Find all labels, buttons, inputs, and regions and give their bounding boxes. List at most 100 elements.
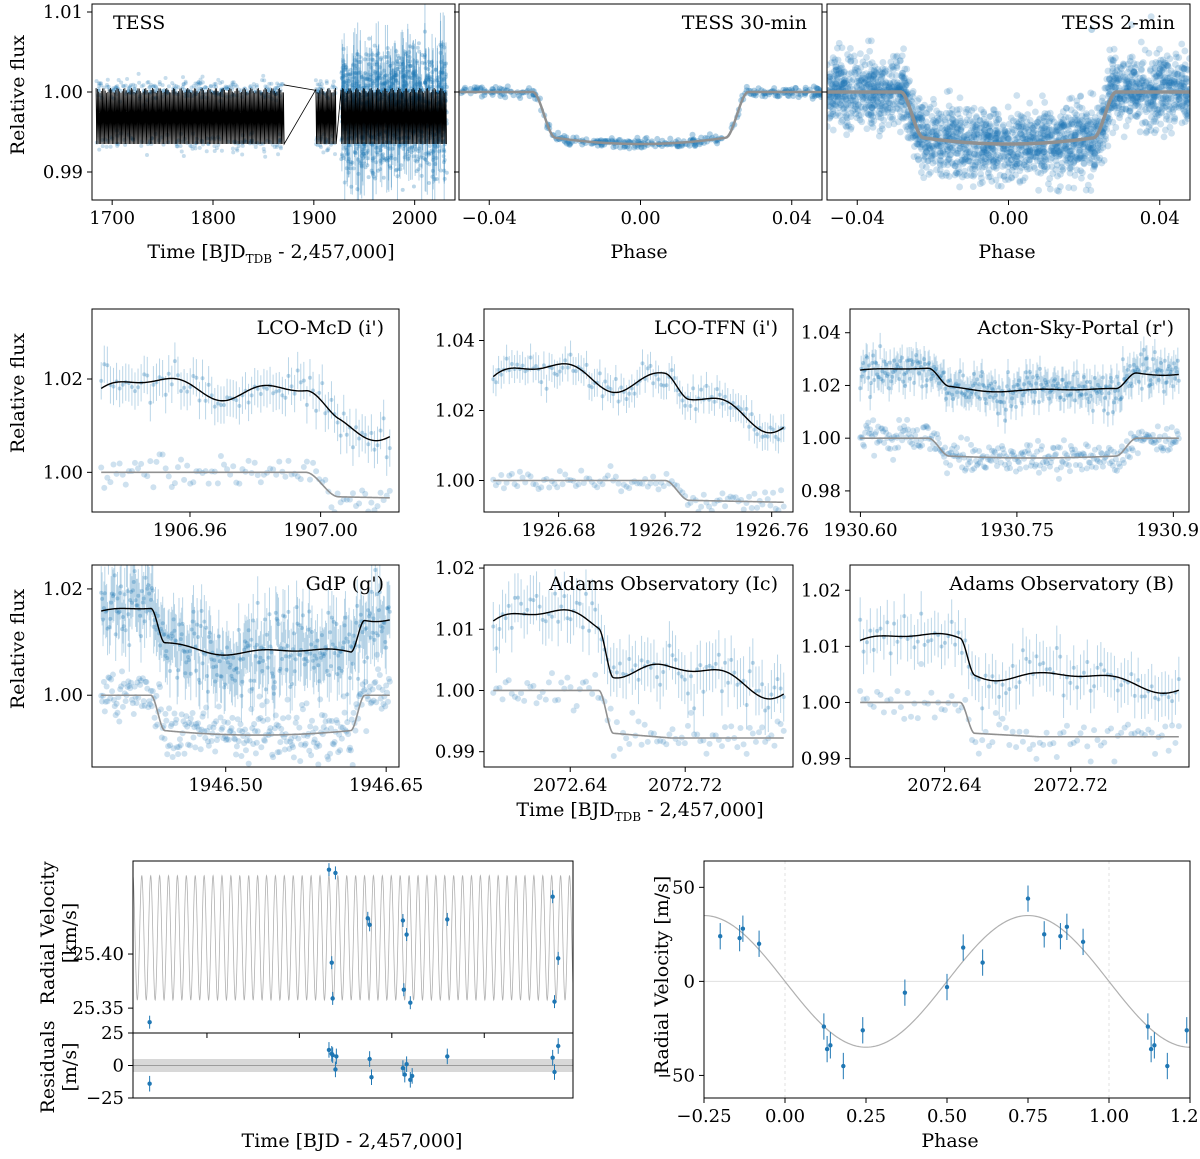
data-point [496, 85, 503, 92]
data-point [870, 67, 878, 75]
data-point [1180, 99, 1188, 106]
data-point [896, 82, 904, 90]
data-point [1047, 114, 1055, 122]
data-point [884, 99, 892, 106]
data-point [1053, 161, 1061, 169]
data-point [394, 70, 399, 75]
data-point [397, 143, 402, 148]
data-point [1156, 66, 1164, 73]
data-point [436, 149, 441, 154]
data-point [1011, 162, 1019, 170]
data-point [440, 66, 445, 71]
data-point [345, 151, 350, 156]
data-point [1168, 77, 1176, 84]
data-point [878, 125, 886, 133]
data-point [489, 91, 496, 98]
data-point [234, 146, 239, 151]
data-point [1142, 95, 1150, 103]
data-point [970, 150, 978, 158]
data-point [423, 78, 428, 83]
data-point [776, 92, 783, 99]
data-point [278, 144, 283, 149]
data-point [977, 154, 985, 161]
data-point [1020, 161, 1028, 169]
data-point [859, 74, 866, 82]
data-point [908, 98, 916, 106]
data-point [1157, 72, 1164, 80]
data-point [360, 151, 365, 156]
data-point [1142, 79, 1150, 87]
data-point [833, 66, 840, 74]
data-point [341, 146, 346, 151]
data-point [343, 63, 348, 68]
model-detrended [100, 377, 391, 442]
data-point [872, 68, 880, 76]
data-point [837, 78, 845, 85]
data-point [203, 85, 208, 90]
data-point [315, 143, 320, 148]
data-point [835, 104, 843, 111]
data-point [1165, 105, 1173, 113]
data-point [411, 70, 416, 75]
data-point [1151, 74, 1159, 81]
plot-area-tess [94, 4, 449, 200]
data-point [1021, 148, 1029, 155]
data-point [1067, 116, 1075, 124]
data-point [882, 82, 889, 89]
data-point [835, 65, 842, 73]
panel-title-tess2: TESS 2-min [1062, 12, 1175, 34]
data-point [621, 144, 628, 151]
data-point [1147, 66, 1154, 73]
data-point [300, 464, 307, 471]
data-point [1147, 126, 1155, 134]
data-point [1000, 145, 1007, 153]
data-point [1015, 144, 1023, 152]
data-point [398, 144, 403, 149]
data-point [1083, 122, 1091, 130]
data-point [1049, 170, 1057, 177]
data-point [888, 62, 896, 70]
data-point [355, 58, 360, 63]
data-point [863, 125, 871, 133]
data-point [832, 66, 840, 74]
data-point [274, 85, 279, 90]
data-point [1144, 84, 1152, 91]
data-point [1142, 119, 1150, 126]
data-point [827, 98, 835, 106]
data-point [659, 137, 666, 144]
data-point [965, 157, 972, 165]
data-point [987, 153, 995, 161]
data-point [874, 66, 882, 73]
data-point [987, 157, 995, 165]
data-point [856, 50, 864, 58]
data-point [342, 180, 347, 185]
data-point [898, 73, 906, 81]
data-point [388, 165, 393, 170]
data-point [1046, 147, 1054, 155]
data-point [1109, 129, 1117, 137]
data-point [341, 80, 346, 85]
data-point [1087, 116, 1095, 124]
data-point [1073, 166, 1081, 174]
data-point [1100, 100, 1108, 108]
data-point [1080, 143, 1088, 151]
data-point [1157, 94, 1165, 102]
data-point [151, 382, 156, 387]
data-point [390, 76, 395, 81]
data-point [1009, 129, 1016, 136]
data-point [144, 153, 149, 158]
data-point [930, 126, 938, 134]
data-point [994, 159, 1001, 166]
data-point [131, 82, 136, 87]
data-point [435, 78, 440, 83]
data-point [917, 139, 924, 147]
data-point [855, 74, 862, 82]
data-point [861, 78, 868, 86]
data-point [884, 104, 892, 112]
data-point [1109, 60, 1117, 68]
data-point [362, 490, 369, 497]
data-point [1180, 107, 1188, 114]
data-point [1182, 92, 1190, 100]
data-point [266, 88, 271, 93]
data-point [156, 138, 161, 143]
